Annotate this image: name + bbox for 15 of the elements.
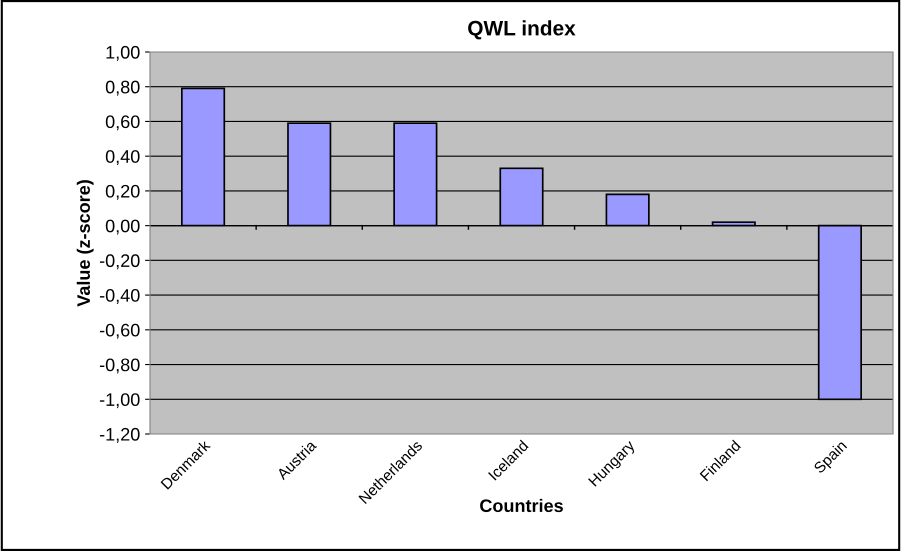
y-tick-label: -0,60 xyxy=(100,324,140,339)
y-tick-label: 0,20 xyxy=(106,184,140,200)
y-tick-label: -0,20 xyxy=(100,254,140,270)
y-tick-label: 0,00 xyxy=(106,220,140,234)
y-tick-label: -0,40 xyxy=(100,289,140,304)
y-tick-label: 1,00 xyxy=(106,46,140,61)
y-tick-label: 0,40 xyxy=(106,150,140,166)
y-axis-title: Value (z-score) xyxy=(76,180,94,307)
chart-title: QWL index xyxy=(468,20,576,40)
x-axis-title: Countries xyxy=(480,498,563,512)
y-tick-label: -0,80 xyxy=(100,358,140,374)
y-tick-label: 0,60 xyxy=(106,115,140,130)
y-tick-label: 0,80 xyxy=(106,80,140,96)
y-tick-label: -1,20 xyxy=(100,428,140,443)
y-tick-label: -1,00 xyxy=(100,393,140,408)
